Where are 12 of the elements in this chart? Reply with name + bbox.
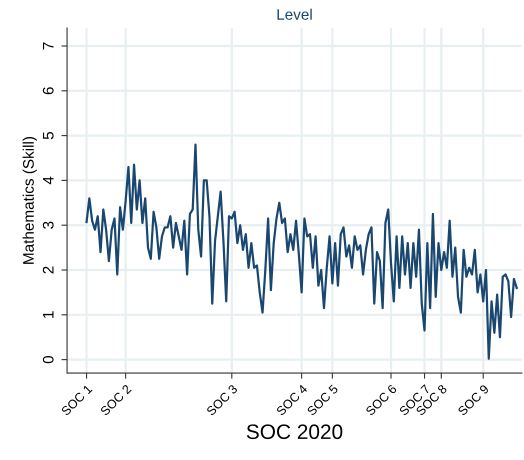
y-tick-label: 5 bbox=[42, 132, 54, 140]
line-series bbox=[85, 143, 518, 360]
y-tick-label: 7 bbox=[42, 42, 54, 50]
chart-title: Level bbox=[277, 8, 312, 20]
y-tick-label: 6 bbox=[42, 87, 54, 94]
y-tick-label: 1 bbox=[42, 311, 54, 318]
y-axis-title: Mathematics (Skill) bbox=[22, 136, 37, 264]
y-tick-label: 2 bbox=[42, 266, 54, 274]
y-tick-label: 0 bbox=[42, 356, 54, 364]
y-tick-label: 4 bbox=[42, 176, 54, 184]
x-axis-title: SOC 2020 bbox=[246, 424, 342, 440]
y-tick-label: 3 bbox=[42, 222, 54, 229]
